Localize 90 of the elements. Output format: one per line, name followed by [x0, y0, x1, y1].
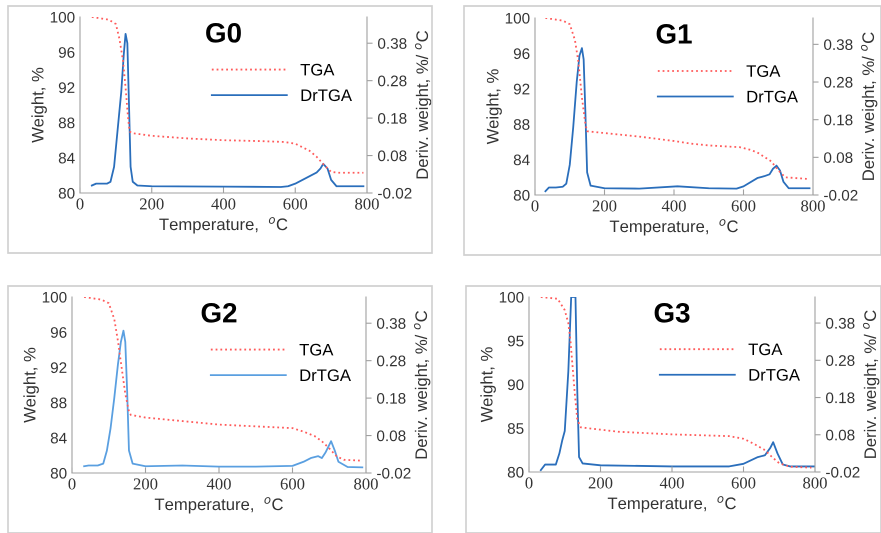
x-tick-label: 800	[354, 478, 378, 490]
chart-title: G0	[206, 23, 241, 43]
x-axis-title: Temperature, $^{o}$C	[610, 219, 738, 236]
y2-tick-label: 0.08	[377, 430, 406, 442]
y-tick-label: 88	[514, 119, 530, 130]
y-tick-label: 100	[506, 12, 530, 24]
y2-tick-label: 0.08	[826, 430, 854, 440]
y-tick-label: 84	[58, 152, 75, 164]
x-tick-label: 0	[68, 478, 76, 490]
legend-label: TGA	[748, 343, 782, 356]
x-tick-label: 200	[134, 478, 158, 490]
y2-tick-label: 0.38	[826, 318, 854, 329]
legend-label: DrTGA	[300, 369, 351, 382]
y-tick-label: 96	[58, 47, 74, 58]
x-tick-label: 600	[283, 198, 308, 210]
x-tick-label: 600	[732, 477, 756, 489]
y2-tick-label: 0.18	[826, 392, 854, 404]
y2-tick-label: 0.28	[377, 356, 406, 366]
x-tick-label: 800	[801, 200, 825, 212]
y-axis-title: Weight, %	[480, 347, 496, 422]
x-tick-label: 800	[355, 198, 379, 210]
y-tick-label: 92	[50, 362, 66, 374]
y2-tick-label: 0.38	[377, 318, 406, 329]
y-tick-label: 85	[508, 423, 524, 434]
line-series	[90, 17, 364, 174]
y2-tick-label: -0.02	[378, 188, 412, 199]
chart-title: G1	[656, 24, 692, 44]
y-tick-label: 100	[42, 292, 67, 303]
legend-label: TGA	[300, 64, 334, 76]
y-tick-label: 80	[58, 188, 75, 199]
x-tick-label: 0	[76, 198, 84, 210]
y-tick-label: 92	[514, 84, 530, 94]
x-tick-label: 400	[206, 478, 231, 490]
x-tick-label: 0	[531, 200, 539, 212]
y2-tick-label: 0.08	[824, 152, 852, 164]
y-axis-title: Weight, %	[23, 348, 39, 423]
y2-tick-label: 0.28	[824, 76, 852, 88]
legend-label: TGA	[300, 344, 334, 356]
y2-axis-title: Deriv. weight, %/ $^{o}$C	[861, 32, 878, 180]
y-tick-label: 80	[508, 466, 524, 478]
x-tick-label: 400	[211, 198, 236, 210]
line-series	[83, 330, 364, 468]
x-tick-label: 200	[140, 198, 164, 210]
x-axis-title: Temperature, $^{o}$C	[154, 497, 283, 514]
y2-tick-label: 0.28	[826, 355, 854, 366]
y-tick-label: 100	[500, 292, 524, 303]
y-tick-label: 84	[514, 154, 530, 166]
x-tick-label: 0	[525, 477, 533, 489]
line-series	[544, 47, 810, 192]
y-tick-label: 80	[514, 190, 530, 201]
y2-tick-label: 0.18	[377, 392, 406, 404]
y-tick-label: 88	[50, 397, 66, 408]
x-axis-title: Temperature, $^{o}$C	[159, 217, 288, 234]
y2-tick-label: 0.18	[824, 114, 852, 126]
x-tick-label: 200	[592, 200, 616, 212]
x-tick-label: 600	[732, 200, 756, 212]
legend-label: DrTGA	[748, 90, 798, 102]
legend-label: DrTGA	[302, 89, 352, 102]
y-tick-label: 96	[514, 48, 530, 60]
x-tick-label: 600	[280, 478, 304, 490]
y2-tick-label: 0.38	[378, 38, 406, 49]
x-tick-label: 400	[662, 200, 686, 212]
y2-axis-title: Deriv. weight, %/ $^{o}$C	[415, 30, 432, 178]
y2-tick-label: 0.28	[378, 76, 406, 86]
x-tick-label: 800	[803, 477, 827, 489]
x-axis-title: Temperature, $^{o}$C	[608, 496, 736, 513]
y-tick-label: 96	[50, 327, 66, 338]
y2-tick-label: 0.38	[824, 39, 852, 50]
y2-tick-label: 0.18	[378, 112, 406, 124]
y2-tick-label: -0.02	[377, 468, 410, 479]
y-axis-title: Weight, %	[486, 69, 502, 144]
y2-axis-title: Deriv. weight, %/ $^{o}$C	[863, 310, 880, 458]
chart-title: G2	[202, 303, 236, 323]
legend-label: DrTGA	[750, 368, 800, 381]
y2-axis-title: Deriv. weight, %/ $^{o}$C	[414, 310, 430, 458]
y-axis-title: Weight, %	[31, 68, 47, 143]
y2-tick-label: -0.02	[824, 190, 858, 201]
y-tick-label: 90	[508, 379, 524, 390]
y2-tick-label: -0.02	[826, 466, 860, 478]
y-tick-label: 92	[58, 82, 74, 94]
chart-title: G3	[654, 302, 690, 323]
y-tick-label: 88	[58, 117, 74, 128]
y-tick-label: 100	[50, 12, 75, 23]
y-tick-label: 95	[508, 336, 524, 346]
legend-label: TGA	[746, 65, 780, 77]
x-tick-label: 200	[588, 477, 612, 489]
x-tick-label: 400	[660, 477, 684, 489]
y2-tick-label: 0.08	[378, 150, 406, 162]
y-tick-label: 84	[50, 432, 67, 444]
y-tick-label: 80	[50, 468, 67, 479]
